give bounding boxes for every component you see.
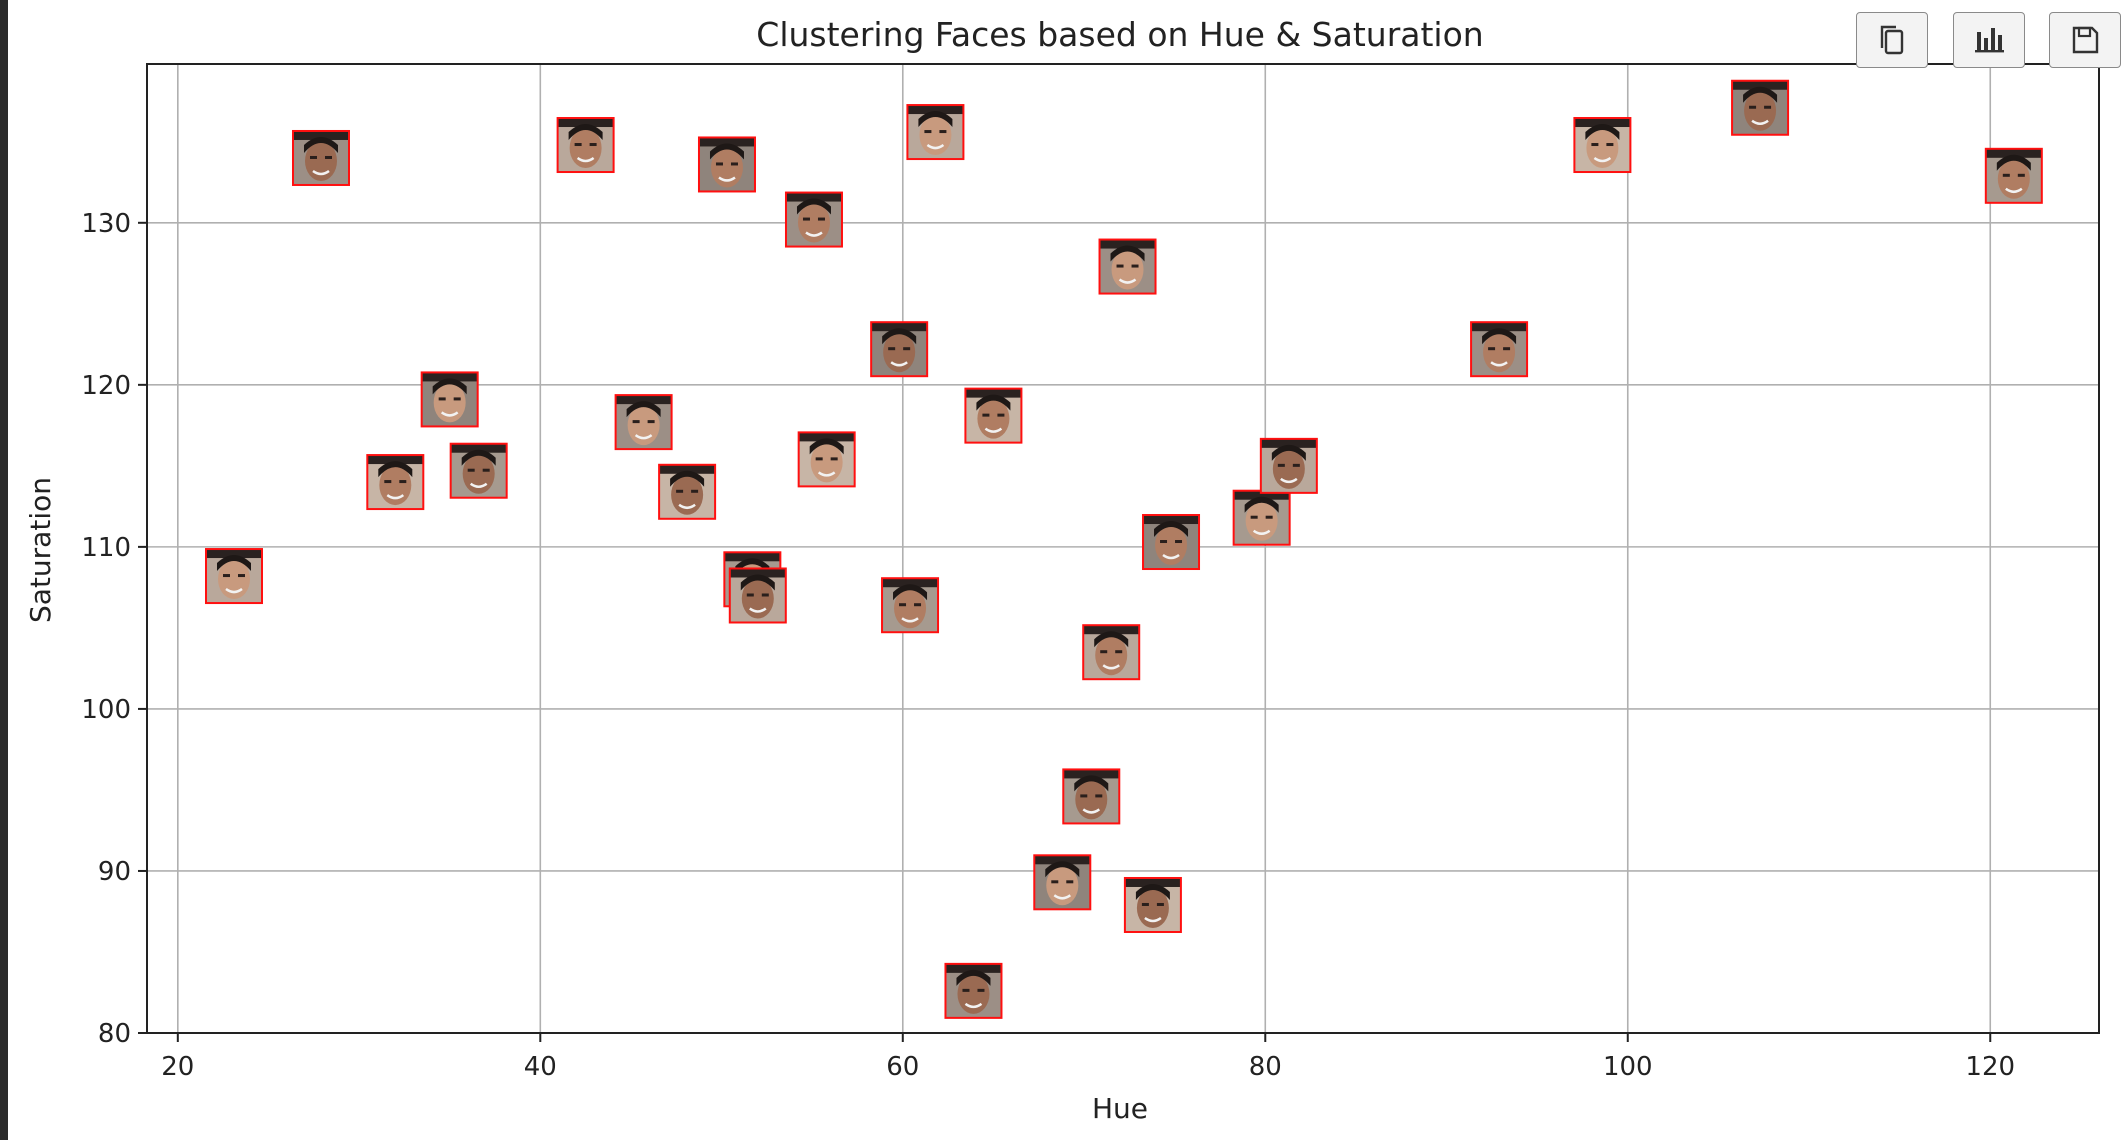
- x-tick-label: 100: [1603, 1052, 1653, 1082]
- face-marker: [784, 191, 843, 248]
- y-tick-label: 110: [81, 533, 131, 563]
- bar-chart-icon: [1975, 28, 2004, 53]
- chart-title: Clustering Faces based on Hue & Saturati…: [756, 15, 1483, 54]
- face-marker: [697, 136, 756, 193]
- plot-area-frame: [146, 63, 2100, 1034]
- face-marker: [1123, 876, 1182, 933]
- face-marker: [366, 454, 425, 511]
- y-tick-label: 90: [98, 857, 131, 887]
- face-marker: [1098, 238, 1157, 295]
- face-marker: [870, 321, 929, 378]
- face-marker: [658, 463, 717, 520]
- face-marker: [1470, 321, 1529, 378]
- x-tick-label: 40: [524, 1052, 557, 1082]
- face-marker: [1259, 437, 1318, 494]
- face-marker: [291, 129, 350, 186]
- face-marker: [204, 548, 263, 605]
- face-marker: [614, 394, 673, 451]
- face-marker: [797, 431, 856, 488]
- face-marker: [1142, 514, 1201, 571]
- y-tick-label: 130: [81, 209, 131, 239]
- x-tick-label: 60: [886, 1052, 919, 1082]
- x-tick-label: 120: [1965, 1052, 2015, 1082]
- face-marker: [1573, 117, 1632, 174]
- copy-icon: [1880, 25, 1904, 55]
- face-marker: [728, 567, 787, 624]
- axis-ticks: 20 40 60 80 100 120 80 90 100 110 120 130: [81, 209, 2015, 1082]
- x-tick-label: 20: [161, 1052, 194, 1082]
- face-marker: [449, 442, 508, 499]
- grid-lines: [147, 64, 2099, 1034]
- face-marker: [1232, 489, 1291, 546]
- face-marker: [1731, 79, 1790, 136]
- chart-button[interactable]: [1953, 12, 2025, 68]
- copy-button[interactable]: [1856, 12, 1928, 68]
- y-tick-label: 120: [81, 371, 131, 401]
- y-tick-label: 100: [81, 695, 131, 725]
- y-tick-label: 80: [98, 1019, 131, 1049]
- window-edge: [0, 0, 8, 1140]
- save-button[interactable]: [2049, 12, 2121, 68]
- y-axis-label: Saturation: [24, 477, 57, 623]
- data-points: [204, 79, 2043, 1019]
- x-tick-label: 80: [1249, 1052, 1282, 1082]
- face-marker: [906, 104, 965, 161]
- face-marker: [1062, 768, 1121, 825]
- face-marker: [420, 371, 479, 428]
- face-marker: [1033, 854, 1092, 911]
- x-axis-label: Hue: [1092, 1092, 1148, 1125]
- face-marker: [944, 962, 1003, 1019]
- face-marker: [1082, 624, 1141, 681]
- face-marker: [881, 577, 940, 634]
- save-icon: [2072, 26, 2099, 54]
- face-marker: [1984, 147, 2043, 204]
- face-marker: [556, 117, 615, 174]
- face-marker: [964, 387, 1023, 444]
